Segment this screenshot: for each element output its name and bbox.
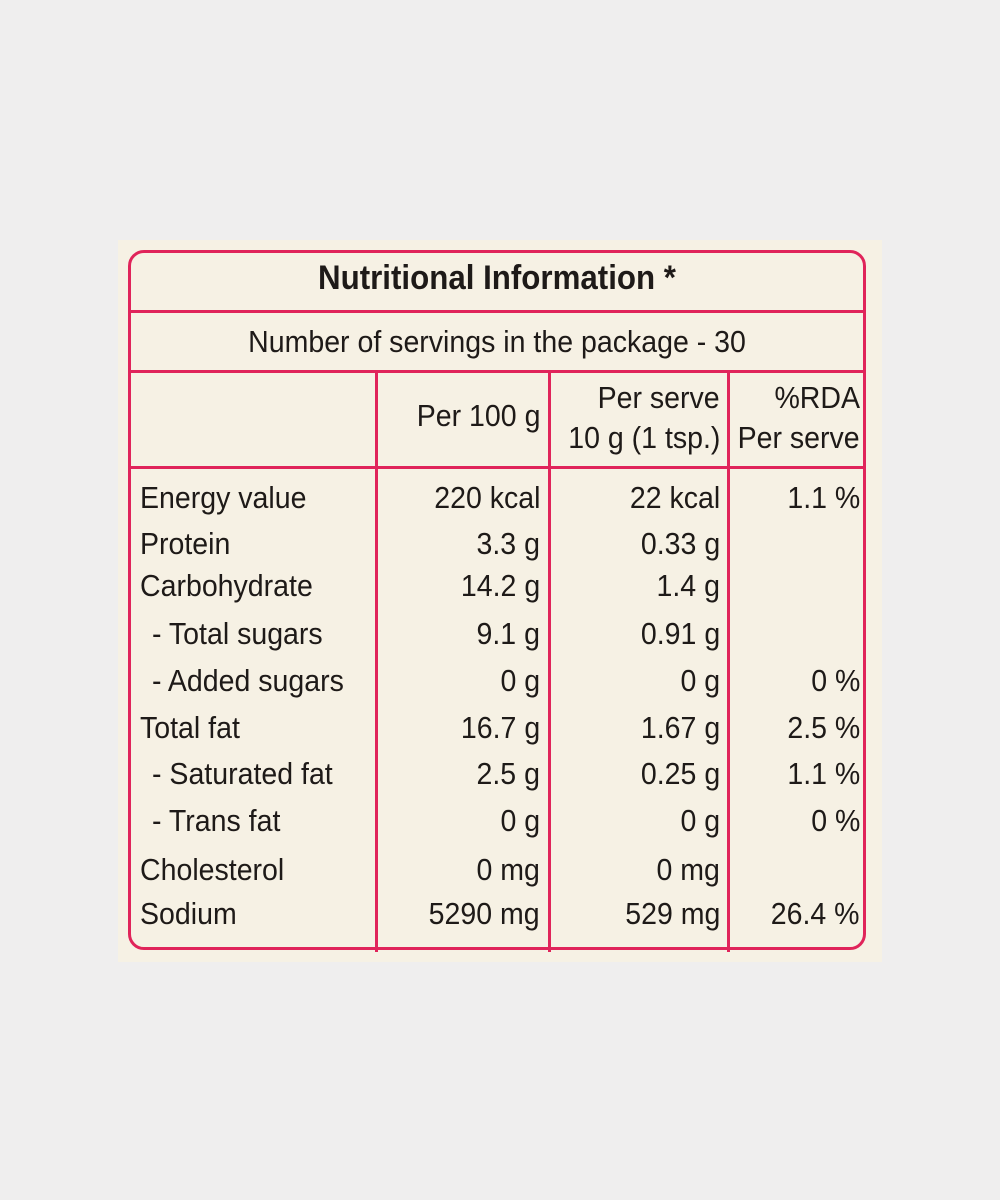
column-rule [375,372,378,952]
cell: 16.7 g [460,710,540,745]
cell: 2.5 g [476,756,540,791]
cell: 22 kcal [629,480,720,515]
row-label: - Added sugars [152,663,344,698]
row-label: Protein [140,526,231,561]
row-label: Total fat [140,710,240,745]
cell: 1.67 g [640,710,720,745]
cell: 1.4 g [656,568,720,603]
cell: 529 mg [624,896,720,931]
cell: 0 g [680,803,720,838]
column-rule [548,372,551,952]
label-panel [118,240,882,962]
rule [128,370,866,373]
column-header: Per serve [737,420,860,455]
cell: 1.1 % [787,756,860,791]
rule [128,310,866,313]
cell: 5290 mg [429,896,540,931]
cell: 0.91 g [640,616,720,651]
cell: 220 kcal [433,480,540,515]
cell: 0.25 g [640,756,720,791]
row-label: - Total sugars [152,616,323,651]
cell: 0 % [810,803,860,838]
cell: 0 g [500,803,540,838]
servings: Number of servings in the package - 30 [248,324,746,359]
row-label: - Trans fat [152,803,281,838]
row-label: Sodium [140,896,237,931]
cell: 0 g [680,663,720,698]
cell: 0.33 g [640,526,720,561]
cell: 26.4 % [771,896,860,931]
row-label: Carbohydrate [140,568,313,603]
title: Nutritional Information * [318,259,676,297]
cell: 0 mg [476,852,540,887]
column-rule [727,372,730,952]
column-header: Per 100 g [416,398,540,433]
column-header: 10 g (1 tsp.) [567,420,720,455]
cell: 1.1 % [787,480,860,515]
rule [128,466,866,469]
row-label: - Saturated fat [152,756,333,791]
cell: 0 g [500,663,540,698]
table-frame [128,250,866,950]
column-header: Per serve [597,380,720,415]
cell: 0 mg [656,852,720,887]
cell: 3.3 g [476,526,540,561]
cell: 9.1 g [476,616,540,651]
cell: 0 % [810,663,860,698]
row-label: Cholesterol [140,852,285,887]
cell: 2.5 % [787,710,860,745]
row-label: Energy value [140,480,307,515]
column-header: %RDA [774,380,860,415]
cell: 14.2 g [460,568,540,603]
